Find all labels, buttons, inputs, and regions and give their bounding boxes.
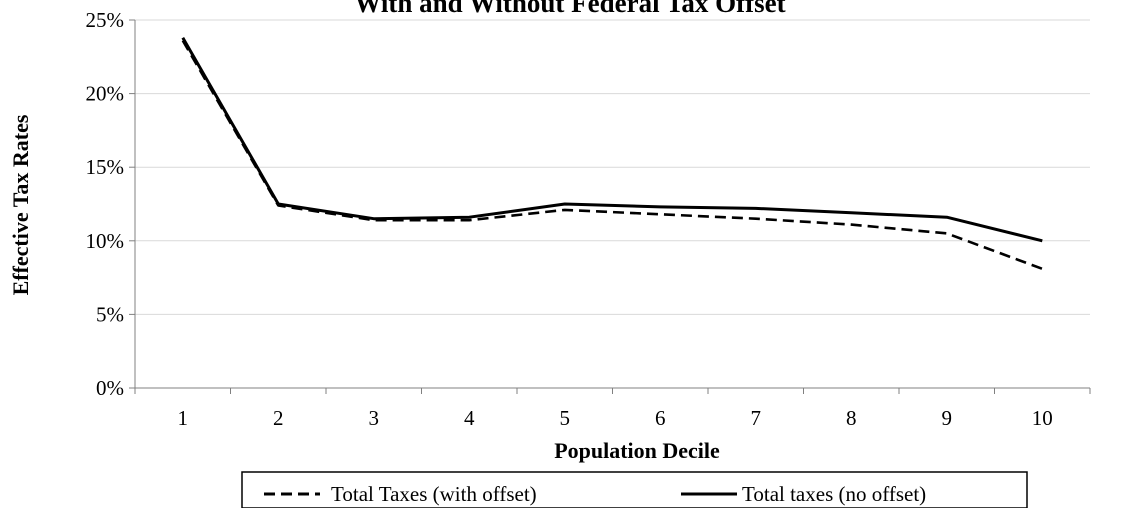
y-tick-label: 20% <box>86 82 125 106</box>
gridlines <box>135 19 1090 315</box>
chart-title: With and Without Federal Tax Offset <box>354 0 785 18</box>
series-lines <box>181 36 1043 271</box>
axes <box>129 19 1091 394</box>
x-tick-label: 9 <box>942 406 953 430</box>
legend-box <box>241 471 1028 509</box>
y-tick-label: 5% <box>96 302 124 326</box>
x-tick-label: 7 <box>751 406 762 430</box>
series-line-with-offset <box>181 39 1043 271</box>
y-tick-label: 0% <box>96 376 124 400</box>
y-axis-title: Effective Tax Rates <box>8 114 33 295</box>
x-tick-label: 4 <box>464 406 475 430</box>
x-tick-label: 1 <box>178 406 189 430</box>
y-tick-label: 25% <box>86 8 125 32</box>
y-tick-label: 15% <box>86 155 125 179</box>
series-line-no-offset <box>181 36 1043 243</box>
x-tick-label: 5 <box>560 406 571 430</box>
x-tick-label: 3 <box>369 406 380 430</box>
legend-label-with-offset: Total Taxes (with offset) <box>331 482 537 506</box>
tick-labels: 0% 5% 10% 15% 20% 25% 1 2 3 4 5 6 7 8 9 10 <box>86 8 1053 430</box>
x-axis-title: Population Decile <box>554 438 720 463</box>
legend: Total Taxes (with offset) Total taxes (n… <box>241 471 1028 509</box>
x-tick-label: 6 <box>655 406 666 430</box>
x-tick-label: 8 <box>846 406 857 430</box>
y-tick-label: 10% <box>86 229 125 253</box>
x-tick-label: 2 <box>273 406 284 430</box>
legend-label-no-offset: Total taxes (no offset) <box>742 482 926 506</box>
x-tick-label: 10 <box>1032 406 1053 430</box>
